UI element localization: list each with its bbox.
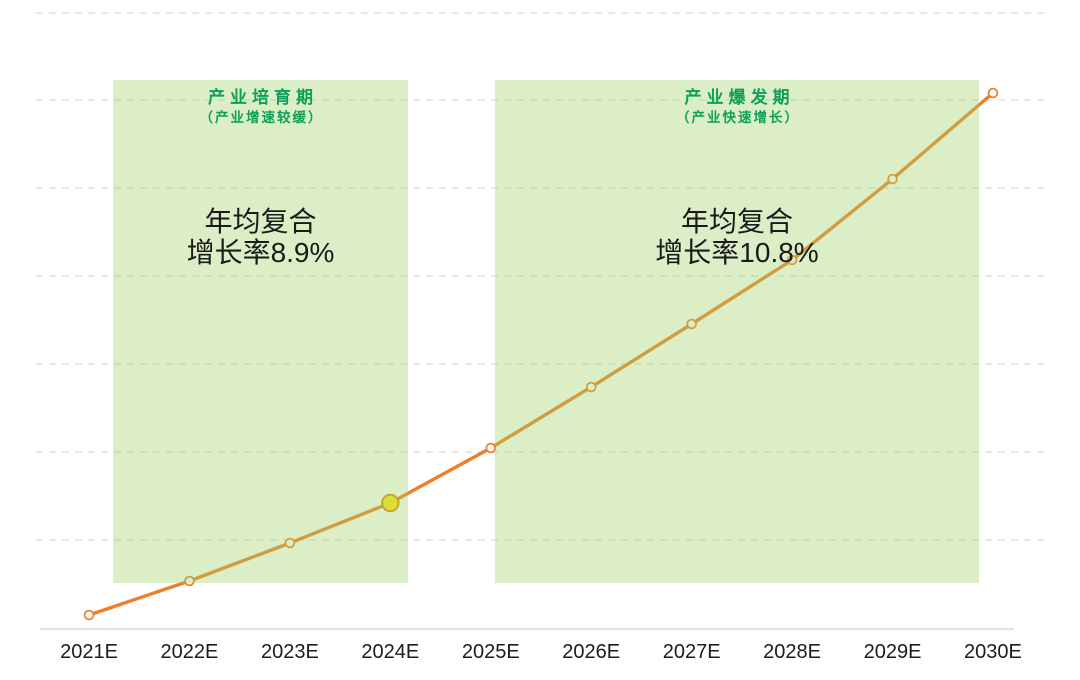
x-axis-label: 2029E (863, 641, 922, 663)
phase-box-explosion: 产业爆发期 （产业快速增长） 年均复合 增长率10.8% (495, 80, 979, 583)
data-point-marker (83, 609, 95, 621)
phase-cultivation-cagr: 年均复合 增长率8.9% (113, 206, 408, 268)
x-axis-label: 2021E (60, 641, 118, 663)
data-point-marker (284, 537, 296, 549)
phase-cultivation-subtitle: （产业增速较缓） (199, 110, 324, 125)
x-axis-label: 2030E (964, 641, 1022, 663)
phase-explosion-subtitle: （产业快速增长） (676, 110, 800, 125)
x-axis-label: 2028E (763, 641, 821, 663)
phase-box-cultivation: 产业培育期 （产业增速较缓） 年均复合 增长率8.9% (113, 80, 408, 583)
cagr-line1: 年均复合 (680, 206, 793, 237)
x-axis: 2021E 2022E 2023E 2024E 2025E 2026E 2027E 2028E… (0, 641, 1080, 671)
data-point-marker (786, 254, 798, 266)
x-axis-label: 2025E (461, 641, 520, 663)
x-axis-label: 2026E (562, 641, 621, 663)
data-point-marker-highlight (381, 493, 400, 513)
cagr-line1: 年均复合 (204, 206, 317, 237)
phase-cultivation-title: 产业培育期 (208, 88, 318, 107)
cagr-line2: 增长率10.8% (655, 237, 819, 268)
x-axis-label: 2024E (361, 641, 420, 663)
cagr-line2: 增长率8.9% (186, 237, 335, 268)
x-axis-label: 2027E (662, 641, 721, 663)
data-point-marker (887, 173, 898, 185)
phase-explosion-cagr: 年均复合 增长率10.8% (495, 206, 979, 268)
data-point-marker (184, 575, 195, 587)
x-axis-label: 2023E (260, 641, 319, 663)
data-point-marker (485, 442, 497, 454)
data-line (87, 91, 995, 617)
phase-explosion-title: 产业爆发期 (684, 88, 795, 107)
data-point-marker (686, 318, 697, 330)
data-point-marker (585, 381, 597, 393)
x-axis-label: 2022E (160, 641, 219, 663)
data-point-marker (987, 87, 999, 99)
